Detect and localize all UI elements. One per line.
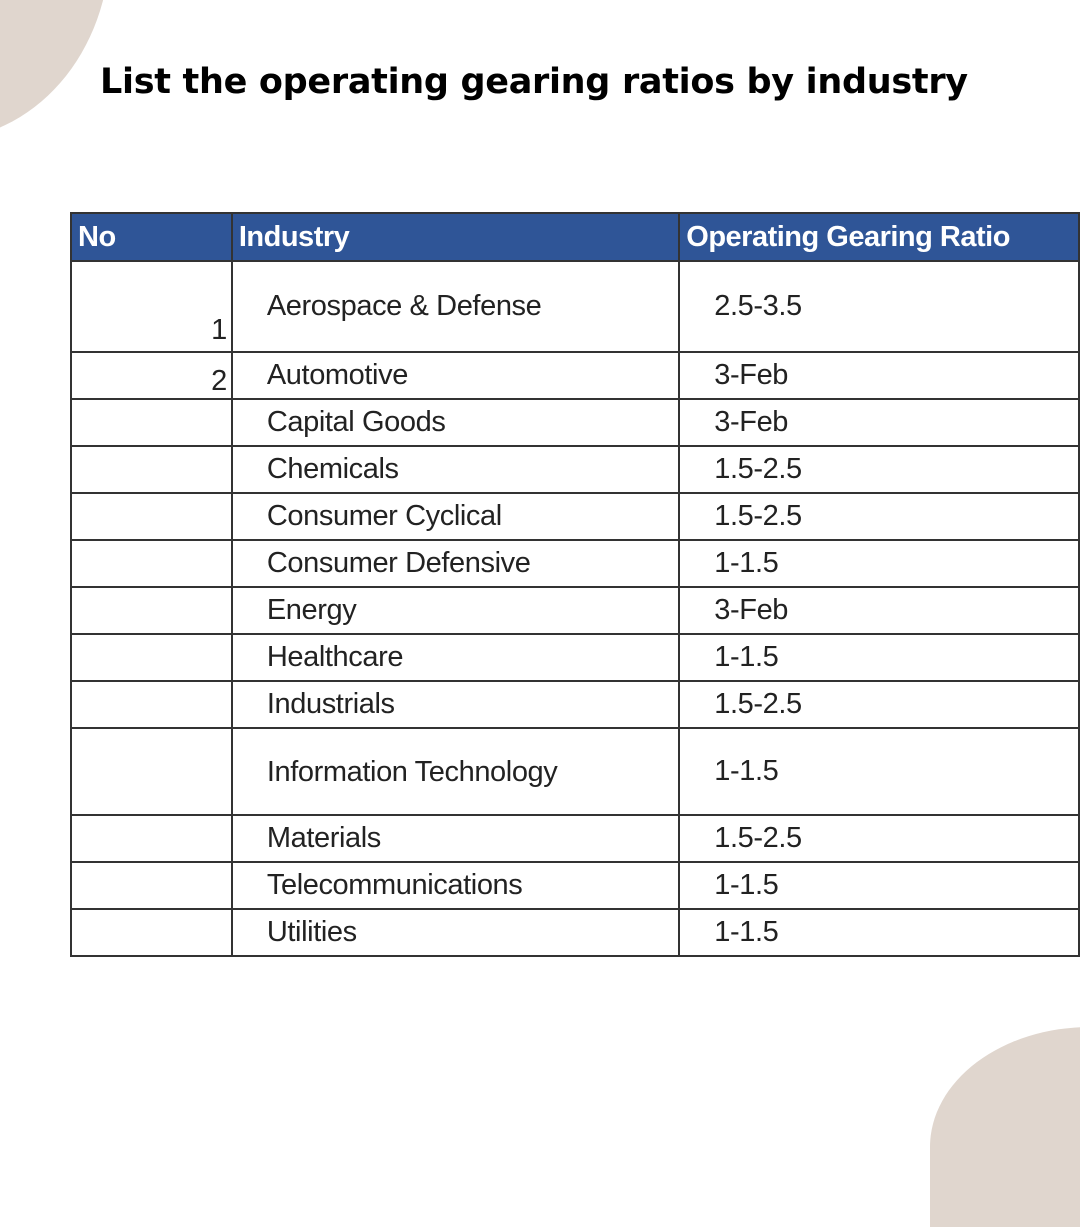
row-industry: Consumer Cyclical — [230, 492, 681, 541]
table-row: Utilities 1-1.5 — [70, 908, 1080, 957]
row-industry: Healthcare — [230, 633, 681, 682]
row-no — [70, 539, 233, 588]
header-industry: Industry — [230, 212, 681, 262]
row-ratio: 1-1.5 — [678, 908, 1080, 957]
table-row: Consumer Cyclical 1.5-2.5 — [70, 492, 1080, 541]
row-ratio: 1.5-2.5 — [678, 445, 1080, 494]
table-row: Energy 3-Feb — [70, 586, 1080, 635]
row-industry: Materials — [230, 814, 681, 863]
row-ratio: 1.5-2.5 — [678, 814, 1080, 863]
gearing-ratio-table: No Industry Operating Gearing Ratio 1 Ae… — [70, 212, 1080, 957]
row-industry: Information Technology — [230, 727, 681, 816]
row-ratio: 1-1.5 — [678, 727, 1080, 816]
row-industry: Aerospace & Defense — [230, 260, 681, 353]
table-row: Telecommunications 1-1.5 — [70, 861, 1080, 910]
row-industry: Chemicals — [230, 445, 681, 494]
row-no — [70, 814, 233, 863]
row-ratio: 2.5-3.5 — [678, 260, 1080, 353]
row-ratio: 1-1.5 — [678, 539, 1080, 588]
row-ratio: 3-Feb — [678, 398, 1080, 447]
row-no — [70, 727, 233, 816]
table-row: Industrials 1.5-2.5 — [70, 680, 1080, 729]
row-no — [70, 586, 233, 635]
table-row: Information Technology 1-1.5 — [70, 727, 1080, 816]
table-row: 1 Aerospace & Defense 2.5-3.5 — [70, 260, 1080, 353]
row-ratio: 1.5-2.5 — [678, 680, 1080, 729]
row-ratio: 3-Feb — [678, 586, 1080, 635]
table-row: Chemicals 1.5-2.5 — [70, 445, 1080, 494]
page-title: List the operating gearing ratios by ind… — [100, 62, 968, 102]
row-ratio: 1.5-2.5 — [678, 492, 1080, 541]
row-ratio: 1-1.5 — [678, 633, 1080, 682]
row-no: 2 — [70, 351, 233, 400]
row-industry: Industrials — [230, 680, 681, 729]
row-no — [70, 633, 233, 682]
row-no — [70, 861, 233, 910]
row-industry: Utilities — [230, 908, 681, 957]
table-header-row: No Industry Operating Gearing Ratio — [70, 212, 1080, 262]
table-row: Healthcare 1-1.5 — [70, 633, 1080, 682]
row-industry: Telecommunications — [230, 861, 681, 910]
row-industry: Automotive — [230, 351, 681, 400]
row-no — [70, 680, 233, 729]
row-industry: Consumer Defensive — [230, 539, 681, 588]
row-no: 1 — [70, 260, 233, 353]
row-ratio: 1-1.5 — [678, 861, 1080, 910]
row-no — [70, 398, 233, 447]
table-row: Materials 1.5-2.5 — [70, 814, 1080, 863]
header-no: No — [70, 212, 233, 262]
row-no — [70, 445, 233, 494]
row-industry: Capital Goods — [230, 398, 681, 447]
table-row: Consumer Defensive 1-1.5 — [70, 539, 1080, 588]
decorative-circle-bottom-right — [930, 1027, 1080, 1227]
table-row: Capital Goods 3-Feb — [70, 398, 1080, 447]
row-ratio: 3-Feb — [678, 351, 1080, 400]
row-industry: Energy — [230, 586, 681, 635]
row-no — [70, 908, 233, 957]
table-row: 2 Automotive 3-Feb — [70, 351, 1080, 400]
decorative-circle-top-left — [0, 0, 110, 140]
header-ratio: Operating Gearing Ratio — [678, 212, 1080, 262]
row-no — [70, 492, 233, 541]
